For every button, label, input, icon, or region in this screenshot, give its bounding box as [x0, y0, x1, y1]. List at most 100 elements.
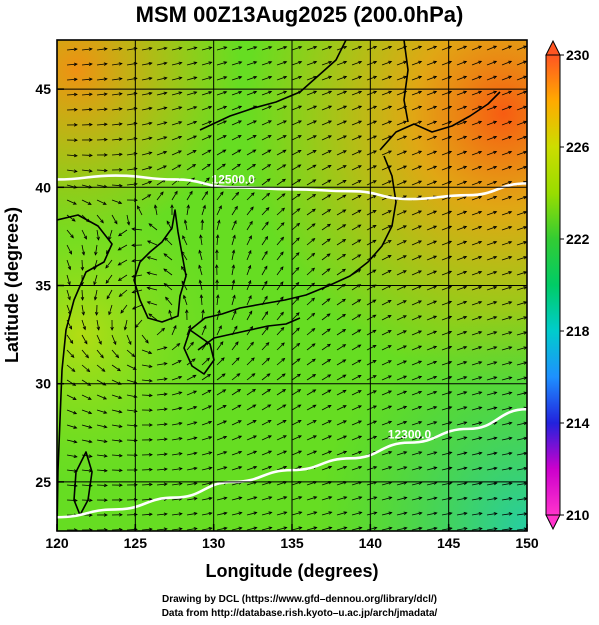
wind-arrow	[131, 243, 143, 248]
wind-arrow	[501, 527, 513, 531]
wind-arrow	[351, 75, 363, 81]
wind-arrow	[456, 240, 468, 246]
wind-arrow	[336, 239, 347, 246]
wind-arrow	[381, 390, 393, 396]
wind-arrow	[171, 121, 183, 126]
wind-arrow	[321, 420, 332, 426]
wind-arrow	[441, 105, 453, 111]
coastline-primorye	[199, 40, 347, 131]
wind-arrow	[471, 361, 483, 366]
wind-arrow	[471, 225, 483, 231]
wind-arrow	[231, 309, 237, 321]
wind-arrow	[141, 76, 153, 81]
wind-arrow	[261, 526, 273, 531]
wind-arrow	[201, 61, 213, 66]
wind-arrow	[66, 334, 74, 344]
wind-arrow	[456, 135, 468, 141]
wind-arrow	[201, 149, 212, 156]
wind-arrow	[231, 163, 241, 171]
wind-arrow	[456, 270, 468, 276]
wind-arrow	[186, 421, 198, 426]
wind-arrow	[381, 405, 393, 411]
wind-arrow	[471, 300, 483, 306]
wind-arrow	[291, 45, 303, 51]
wind-arrow	[246, 249, 252, 261]
wind-arrow	[186, 466, 198, 471]
wind-arrow	[171, 527, 183, 531]
wind-arrow	[111, 137, 123, 141]
wind-arrow	[411, 225, 423, 231]
wind-arrow	[321, 465, 333, 471]
wind-arrow	[96, 468, 108, 473]
wind-arrow	[366, 375, 377, 381]
wind-arrow	[306, 526, 318, 531]
wind-arrow	[246, 220, 253, 231]
wind-arrow	[351, 420, 363, 426]
wind-arrow	[261, 235, 269, 246]
wind-arrow	[201, 105, 213, 111]
wind-arrow	[94, 304, 99, 316]
wind-arrow	[81, 349, 89, 359]
wind-arrow	[381, 315, 392, 321]
wind-arrow	[111, 107, 123, 111]
wind-arrow	[306, 389, 317, 396]
wind-arrow	[486, 240, 498, 246]
wind-arrow	[246, 192, 255, 201]
wind-arrow	[156, 482, 168, 486]
wind-arrow	[201, 420, 213, 426]
wind-arrow	[501, 195, 513, 201]
wind-arrow	[261, 60, 273, 66]
wind-arrow	[366, 269, 377, 276]
wind-arrow	[231, 61, 243, 66]
wind-arrow	[110, 319, 114, 331]
wind-arrow	[441, 60, 453, 66]
wind-arrow	[81, 199, 92, 205]
wind-arrow	[411, 451, 423, 456]
wind-arrow	[426, 180, 438, 186]
wind-arrow	[141, 151, 153, 156]
wind-arrow	[366, 390, 377, 396]
wind-arrow	[441, 270, 453, 276]
wind-arrow	[336, 389, 347, 396]
wind-arrow	[456, 406, 468, 411]
wind-arrow	[411, 240, 423, 246]
wind-arrow	[441, 150, 453, 156]
wind-arrow	[471, 376, 483, 381]
wind-arrow	[96, 513, 108, 517]
wind-arrow	[291, 342, 301, 351]
wind-arrow	[426, 210, 438, 216]
colorbar-tick-label: 226	[566, 139, 590, 155]
wind-arrow	[156, 191, 164, 201]
wind-arrow	[336, 90, 348, 96]
wind-arrow	[156, 91, 168, 96]
wind-arrow	[306, 105, 318, 111]
wind-arrow	[486, 436, 498, 441]
wind-arrow	[321, 209, 332, 216]
wind-arrow	[306, 164, 317, 171]
wind-arrow	[96, 92, 108, 96]
wind-arrow	[246, 388, 257, 396]
wind-arrow	[351, 254, 362, 261]
wind-arrow	[96, 334, 102, 345]
wind-arrow	[336, 268, 346, 276]
wind-arrow	[501, 105, 513, 111]
wind-arrow	[291, 296, 300, 306]
wind-arrow	[156, 467, 168, 472]
wind-arrow	[291, 526, 303, 531]
wind-arrow	[486, 210, 498, 216]
footer-credit-data: Data from http://database.rish.kyoto–u.a…	[161, 608, 438, 619]
wind-arrow	[351, 450, 363, 456]
wind-arrow	[216, 191, 224, 201]
y-tick-label: 30	[35, 376, 51, 392]
wind-arrow	[66, 289, 71, 301]
wind-arrow	[321, 343, 331, 351]
wind-arrow	[231, 135, 242, 141]
wind-arrow	[261, 135, 272, 141]
wind-arrow	[501, 497, 513, 501]
wind-arrow	[96, 364, 106, 372]
wind-arrow	[321, 45, 333, 51]
wind-arrow	[81, 364, 91, 373]
wind-arrow	[246, 149, 257, 156]
wind-arrow	[366, 135, 378, 141]
wind-arrow	[66, 123, 78, 127]
